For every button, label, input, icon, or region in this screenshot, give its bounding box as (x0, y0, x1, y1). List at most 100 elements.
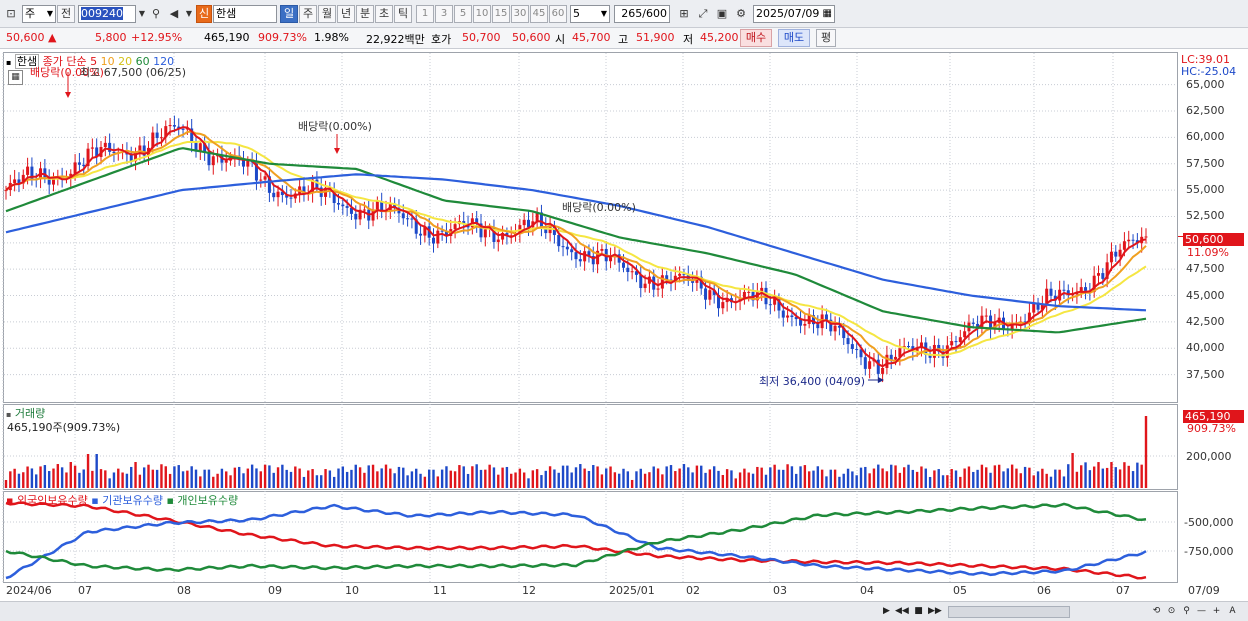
price-legend: ▪ 한샘 종가 단순 5 10 20 60 120 (6, 53, 174, 69)
count-total: /600 (642, 7, 667, 20)
minute-button-5[interactable]: 5 (454, 5, 472, 23)
panel-collapse-icon[interactable]: ▪ (6, 410, 12, 419)
period-button-4[interactable]: 분 (356, 5, 374, 23)
x-axis-label: 08 (177, 584, 191, 597)
calendar-icon: ▦ (822, 8, 832, 19)
volume-y-tick: 200,000 (1186, 450, 1232, 463)
high-note: 최고 67,500 (06/25) (80, 66, 187, 79)
period-button-3[interactable]: 년 (337, 5, 355, 23)
indicator-icon[interactable]: ⊞ (679, 7, 689, 20)
chevron-down-icon: ▼ (46, 9, 53, 18)
x-axis-label: 12 (522, 584, 536, 597)
x-axis-label: 02 (686, 584, 700, 597)
minute-button-3[interactable]: 3 (435, 5, 453, 23)
prev-button[interactable]: 전 (57, 5, 75, 23)
x-axis-label: 11 (433, 584, 447, 597)
period-button-0[interactable]: 일 (280, 5, 298, 23)
zoom-icon[interactable]: ⊙ (1167, 606, 1176, 616)
zoom-out-icon[interactable]: — (1197, 606, 1206, 616)
date-input[interactable]: 2025/07/09 ▦ (753, 5, 835, 23)
quote-price: 50,600 ▲ (6, 31, 56, 44)
price-y-tick: 55,000 (1186, 183, 1225, 197)
high-label: 고 (618, 33, 629, 46)
panel-collapse-icon[interactable]: ▪ (6, 58, 12, 67)
buy-button[interactable]: 매수 (740, 29, 772, 47)
gear-icon[interactable]: ⚙ (736, 7, 746, 20)
current-price-pct: 11.09% (1187, 246, 1229, 259)
volume-current-tag: 465,190 (1183, 410, 1244, 423)
ask-label: 호가 (431, 33, 452, 46)
count-value: 265 (621, 7, 643, 20)
ma-legend: 5 10 20 60 120 (90, 55, 174, 68)
price-y-tick: 42,500 (1186, 314, 1225, 328)
stock-code-value: 009240 (81, 7, 123, 20)
ask-value: 50,700 (462, 31, 501, 44)
minute-button-60[interactable]: 60 (549, 5, 567, 23)
interval-select[interactable]: 5 ▼ (570, 5, 610, 23)
holdings-y-tick: -500,000 (1184, 516, 1234, 529)
window-menu-icon[interactable]: ⊡ (6, 7, 16, 20)
volume-current-pct: 909.73% (1187, 422, 1236, 435)
x-axis-label: 10 (345, 584, 359, 597)
price-value: 50,600 (6, 31, 45, 44)
stock-code-input[interactable]: 009240 (78, 5, 136, 23)
holdings-legend-item: ▪ 외국인보유수량 (6, 494, 92, 507)
search-icon[interactable]: ⚲ (1183, 606, 1190, 616)
scroll-thumb[interactable] (948, 606, 1070, 618)
fast-forward-icon[interactable]: ▶▶ (928, 606, 942, 616)
count-input[interactable]: 265/600 (614, 5, 670, 23)
holdings-legend-item: ▪ 기관보유수량 (91, 494, 167, 507)
minute-button-10[interactable]: 10 (473, 5, 491, 23)
x-axis-label: 05 (953, 584, 967, 597)
zoom-in-icon[interactable]: + (1212, 606, 1221, 616)
speaker-icon[interactable]: ◀ (169, 7, 179, 20)
minute-button-45[interactable]: 45 (530, 5, 548, 23)
ma-legend-60: 60 (132, 55, 150, 68)
chevron-down-icon: ▼ (600, 9, 607, 18)
fast-back-icon[interactable]: ◀◀ (895, 606, 909, 616)
period-button-2[interactable]: 월 (318, 5, 336, 23)
save-icon[interactable]: ▣ (716, 7, 728, 20)
legend-stock-name: 한샘 (14, 54, 40, 69)
stock-name-input[interactable]: 한샘 (213, 5, 277, 23)
x-axis-end-label: 07/09 (1188, 584, 1220, 597)
volume-panel[interactable] (3, 404, 1178, 490)
ma-legend-10: 10 (97, 55, 115, 68)
search-icon[interactable]: ⚲ (151, 7, 161, 20)
stop-icon[interactable]: ■ (914, 606, 923, 616)
quote-volume: 465,190 (204, 31, 250, 44)
quote-change-pct: +12.95% (131, 31, 183, 44)
minute-button-15[interactable]: 15 (492, 5, 510, 23)
minute-button-30[interactable]: 30 (511, 5, 529, 23)
scroll-right-icon[interactable]: ▶ (883, 606, 890, 616)
period-button-6[interactable]: 틱 (394, 5, 412, 23)
ma-legend-120: 120 (149, 55, 175, 68)
price-y-tick: 45,000 (1186, 288, 1225, 302)
eval-button[interactable]: 평 (816, 29, 836, 47)
ma-legend-20: 20 (114, 55, 133, 68)
period-button-1[interactable]: 주 (299, 5, 317, 23)
x-axis-label: 04 (860, 584, 874, 597)
open-label: 시 (555, 33, 566, 46)
quote-turnover: 1.98% (314, 31, 349, 44)
chart-scrollbar[interactable]: ▶ ◀◀ ■ ▶▶ ⟲ ⊙ ⚲ — + A (0, 601, 1248, 621)
code-dropdown-icon[interactable]: ▼ (138, 9, 146, 18)
zoom-reset-icon[interactable]: ⟲ (1152, 606, 1161, 616)
volume-title: ▪ 거래량 (6, 405, 45, 421)
dividend-note-3: 배당락(0.00%) (562, 201, 636, 214)
high-value: 51,900 (636, 31, 675, 44)
sell-button[interactable]: 매도 (778, 29, 810, 47)
minute-button-1[interactable]: 1 (416, 5, 434, 23)
price-panel[interactable] (3, 52, 1178, 403)
market-select[interactable]: 주 ▼ (22, 5, 56, 23)
price-y-tick: 37,500 (1186, 367, 1225, 381)
holdings-y-tick: -750,000 (1184, 545, 1234, 558)
price-y-tick: 40,000 (1186, 341, 1225, 355)
draw-tool-icon[interactable]: ⤢ (698, 7, 708, 20)
table-icon[interactable]: ▦ (8, 70, 23, 85)
holdings-legend: ▪ 외국인보유수량 ▪ 기관보유수량 ▪ 개인보유수량 (6, 492, 238, 508)
auto-scale-icon[interactable]: A (1229, 606, 1236, 616)
period-button-5[interactable]: 초 (375, 5, 393, 23)
speaker-dropdown-icon[interactable]: ▼ (185, 9, 193, 18)
